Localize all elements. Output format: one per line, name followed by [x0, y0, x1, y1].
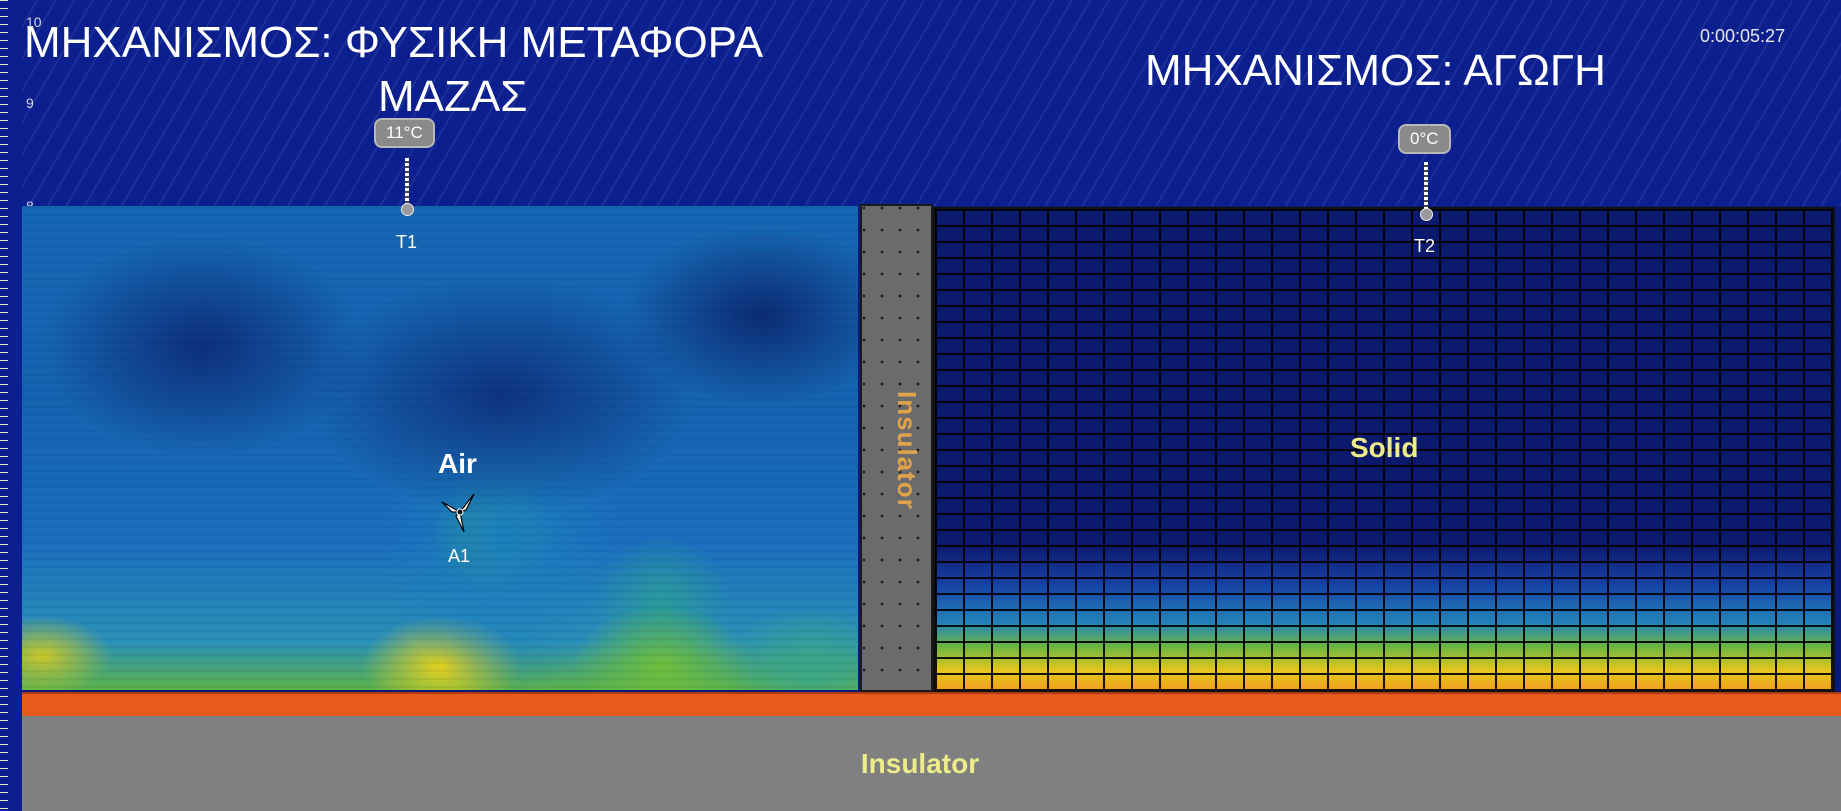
ruler-tick-9: 9 — [26, 95, 34, 111]
thermometer-t2-name: T2 — [1414, 236, 1436, 256]
bottom-insulator[interactable] — [22, 716, 1841, 811]
vertical-ruler — [0, 0, 22, 811]
thermometer-t1-name: T1 — [396, 232, 418, 252]
heater-strip[interactable] — [22, 692, 1841, 716]
elapsed-time: 0:00:05:27 — [1700, 26, 1786, 46]
brick-texture — [935, 209, 1833, 690]
fan-icon[interactable] — [438, 490, 482, 534]
thermometer-t1[interactable]: 11°C — [374, 118, 435, 148]
thermometer-t1-bulb — [401, 203, 414, 216]
title-convection-line2: ΜΑΖΑΣ — [378, 72, 528, 121]
anemometer-name: A1 — [448, 546, 471, 566]
title-conduction: ΜΗΧΑΝΙΣΜΟΣ: ΑΓΩΓΗ — [1145, 46, 1606, 95]
solid-frame — [933, 207, 1835, 692]
bottom-insulator-label: Insulator — [860, 748, 980, 779]
thermometer-t2-bulb — [1420, 208, 1433, 221]
thermometer-t2-stem — [1424, 162, 1428, 210]
solid-label: Solid — [1350, 432, 1419, 463]
air-label: Air — [438, 448, 477, 479]
thermometer-t2-reading: 0°C — [1398, 124, 1451, 154]
air-region[interactable] — [22, 206, 858, 690]
sky-background — [0, 0, 1841, 206]
ruler-tick-10: 10 — [26, 14, 42, 30]
thermometer-t1-reading: 11°C — [374, 118, 435, 148]
insulator-wall-label: Insulator — [892, 390, 922, 510]
insulator-wall[interactable] — [860, 204, 933, 692]
thermometer-t1-stem — [405, 158, 409, 206]
thermometer-t2[interactable]: 0°C — [1398, 124, 1451, 154]
title-convection: ΜΗΧΑΝΙΣΜΟΣ: ΦΥΣΙΚΗ ΜΕΤΑΦΟΡΑ — [24, 18, 764, 67]
